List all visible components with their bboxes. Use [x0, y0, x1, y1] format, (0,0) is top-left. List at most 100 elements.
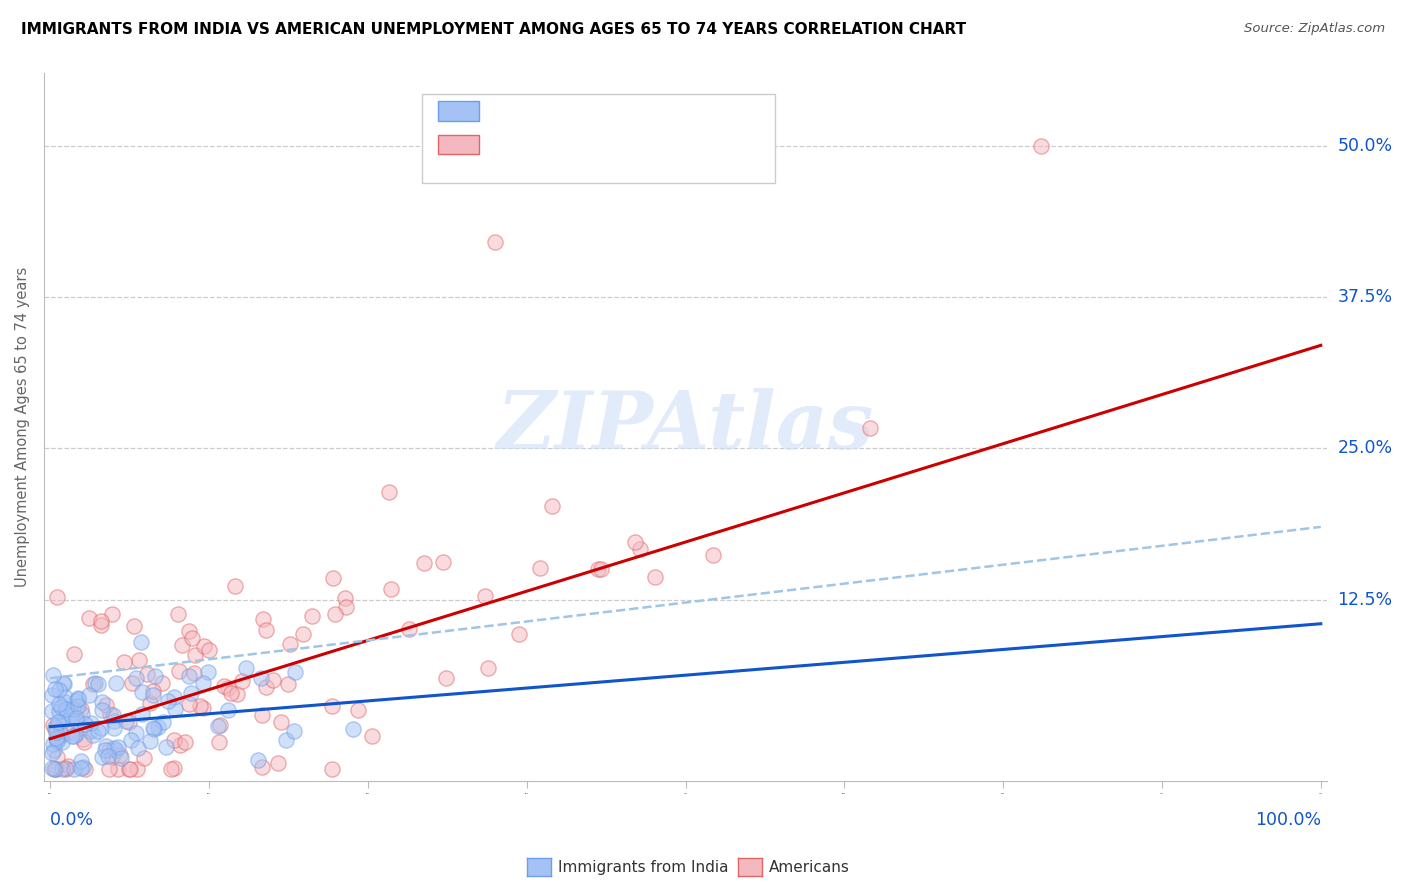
- Text: 50.0%: 50.0%: [1337, 136, 1392, 154]
- Point: [44, 762, 66, 776]
- Point: [179, 669, 201, 683]
- Point: [44, 720, 66, 734]
- Point: [183, 665, 205, 680]
- Point: [44, 722, 66, 736]
- Point: [142, 721, 165, 735]
- Point: [105, 675, 128, 690]
- Point: [219, 686, 242, 700]
- Point: [65, 714, 87, 729]
- Point: [51, 762, 73, 776]
- Point: [65, 711, 87, 725]
- Point: [67, 698, 90, 713]
- Point: [169, 738, 191, 752]
- Point: [179, 698, 201, 712]
- Point: [628, 541, 651, 556]
- Point: [125, 725, 148, 739]
- Point: [48, 697, 70, 711]
- Point: [63, 729, 86, 743]
- Point: [118, 762, 141, 776]
- Point: [107, 762, 129, 776]
- Point: [77, 688, 100, 702]
- Point: [162, 690, 184, 704]
- Point: [280, 637, 302, 651]
- Point: [52, 676, 75, 690]
- Point: [231, 673, 253, 688]
- Point: [87, 723, 110, 738]
- Text: 0.0%: 0.0%: [51, 811, 94, 829]
- Point: [146, 720, 169, 734]
- Point: [484, 235, 506, 250]
- FancyBboxPatch shape: [437, 102, 479, 121]
- Point: [150, 675, 173, 690]
- Text: 25.0%: 25.0%: [1337, 439, 1392, 458]
- Point: [97, 749, 120, 764]
- Point: [347, 703, 370, 717]
- Point: [115, 714, 138, 728]
- Point: [644, 570, 666, 584]
- Text: IMMIGRANTS FROM INDIA VS AMERICAN UNEMPLOYMENT AMONG AGES 65 TO 74 YEARS CORRELA: IMMIGRANTS FROM INDIA VS AMERICAN UNEMPL…: [21, 22, 966, 37]
- Text: R = 0.554: R = 0.554: [495, 136, 585, 153]
- Point: [342, 722, 364, 736]
- Point: [262, 673, 284, 688]
- FancyBboxPatch shape: [422, 95, 775, 183]
- Point: [122, 619, 145, 633]
- Point: [72, 731, 94, 746]
- Point: [65, 727, 87, 741]
- Point: [138, 696, 160, 710]
- Point: [125, 762, 148, 776]
- Point: [103, 741, 125, 756]
- Point: [90, 721, 112, 735]
- Point: [41, 704, 63, 718]
- Point: [139, 734, 162, 748]
- Point: [110, 750, 132, 764]
- Point: [125, 672, 148, 686]
- Point: [224, 579, 246, 593]
- Point: [72, 760, 94, 774]
- Point: [45, 734, 67, 748]
- Point: [96, 698, 118, 712]
- Point: [702, 548, 724, 562]
- Point: [181, 631, 204, 645]
- Point: [55, 690, 77, 705]
- Point: [63, 647, 86, 661]
- Point: [434, 671, 457, 685]
- Point: [235, 661, 257, 675]
- Point: [207, 734, 229, 748]
- Point: [131, 685, 153, 699]
- Point: [58, 759, 80, 773]
- Y-axis label: Unemployment Among Ages 65 to 74 years: Unemployment Among Ages 65 to 74 years: [15, 267, 30, 587]
- Point: [254, 680, 277, 694]
- Point: [77, 611, 100, 625]
- Point: [70, 706, 93, 721]
- Point: [48, 705, 70, 719]
- Point: [160, 762, 183, 776]
- Point: [184, 648, 207, 662]
- Point: [45, 725, 67, 739]
- Point: [412, 556, 434, 570]
- Point: [254, 623, 277, 637]
- Point: [103, 721, 125, 735]
- Point: [62, 701, 84, 715]
- Point: [157, 694, 180, 708]
- Point: [166, 607, 188, 622]
- Point: [44, 743, 66, 757]
- Point: [66, 699, 89, 714]
- Point: [41, 761, 63, 775]
- Point: [66, 690, 89, 705]
- Point: [155, 740, 177, 755]
- Point: [65, 694, 87, 708]
- Point: [191, 675, 214, 690]
- Point: [56, 708, 79, 723]
- Point: [323, 607, 346, 621]
- Point: [104, 743, 127, 757]
- Point: [117, 714, 139, 729]
- Point: [321, 699, 343, 714]
- Text: Immigrants from India: Immigrants from India: [558, 860, 728, 874]
- Point: [127, 741, 149, 756]
- Point: [177, 624, 200, 638]
- Point: [212, 679, 235, 693]
- Point: [73, 716, 96, 731]
- Point: [163, 732, 186, 747]
- Point: [198, 643, 221, 657]
- Point: [193, 701, 215, 715]
